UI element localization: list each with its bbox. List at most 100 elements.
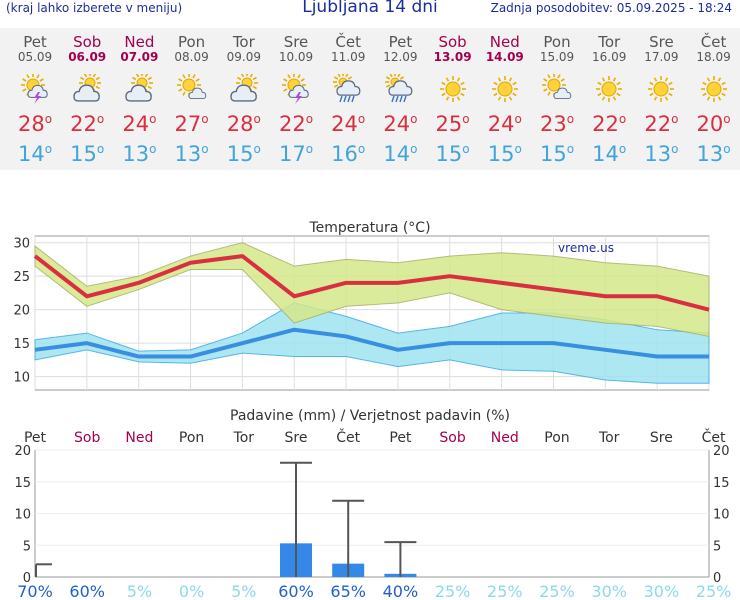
rain-cloud-icon [385, 72, 415, 104]
precip-day-label: Pon [544, 430, 569, 446]
precip-probability: 60% [69, 582, 105, 600]
location-hint: (kraj lahko izberete v meniju) [6, 1, 183, 15]
high-temp: 24o [122, 112, 157, 136]
day-name: Pet [388, 33, 413, 51]
precip-probability: 25% [487, 582, 523, 600]
precip-y-tick-left: 0 [23, 571, 31, 586]
temperature-chart: Temperatura (°C) 10 15 20 25 30 vreme.us [13, 220, 710, 391]
precip-probability: 25% [435, 582, 471, 600]
day-column: Ned 07.09 [113, 34, 165, 64]
day-date: 08.09 [174, 50, 209, 64]
day-date: 15.09 [539, 50, 575, 64]
day-column: Sob 06.09 [61, 34, 113, 64]
day-date: 13.09 [433, 50, 472, 64]
low-temp: 13o [644, 142, 679, 166]
low-temp: 14o [17, 142, 53, 166]
day-date: 10.09 [278, 50, 314, 64]
temp-y-tick: 10 [13, 371, 30, 386]
low-temp: 14o [383, 142, 418, 166]
temp-y-tick: 30 [13, 237, 30, 252]
high-temp: 25o [435, 112, 470, 136]
partly-cloudy-icon [229, 72, 259, 104]
day-column: Čet 18.09 [688, 34, 740, 64]
page-title: Ljubljana 14 dni [302, 0, 438, 17]
top-bar: (kraj lahko izberete v meniju) Ljubljana… [0, 0, 740, 20]
precip-y-tick-left: 5 [23, 539, 31, 554]
precip-probability: 30% [644, 582, 680, 600]
precipitation-chart: Padavine (mm) / Verjetnost padavin (%) Pe… [14, 408, 732, 600]
precip-probability: 5% [231, 582, 256, 600]
low-temp: 15o [487, 142, 522, 166]
day-name: Pon [543, 33, 571, 51]
precip-y-tick-left: 15 [14, 476, 31, 491]
sun-icon [594, 74, 624, 104]
day-column: Pon 15.09 [531, 34, 583, 64]
day-name: Ned [489, 33, 520, 51]
precip-day-label: Sre [285, 430, 308, 446]
high-temp: 24o [331, 112, 366, 136]
precip-probability: 40% [383, 582, 419, 600]
precip-day-label: Tor [598, 430, 620, 446]
precip-probability: 0% [179, 582, 204, 600]
day-column: Tor 16.09 [583, 34, 635, 64]
day-name: Sob [73, 33, 102, 51]
precip-probability: 70% [17, 582, 53, 600]
day-column: Pet 12.09 [374, 34, 426, 64]
day-column: Čet 11.09 [322, 34, 374, 64]
day-date: 18.09 [696, 50, 731, 64]
low-temp: 15o [435, 142, 470, 166]
day-date: 14.09 [485, 50, 524, 64]
low-temp: 15o [70, 142, 105, 166]
day-name: Tor [232, 33, 255, 51]
precip-day-label: Ned [125, 430, 153, 446]
precip-day-label: Čet [336, 428, 360, 446]
sun-cloud-icon [542, 73, 572, 104]
sun-icon [646, 74, 676, 104]
day-name: Sob [438, 33, 467, 51]
temp-y-tick: 15 [13, 337, 30, 352]
precip-y-tick-right: 5 [713, 539, 721, 554]
precip-probability: 25% [696, 582, 732, 600]
day-name: Tor [598, 33, 621, 51]
low-temp: 13o [696, 142, 731, 166]
day-column: Sre 10.09 [270, 34, 322, 64]
precip-y-tick-left: 10 [14, 508, 31, 523]
high-temp: 24o [487, 112, 522, 136]
day-date: 17.09 [644, 50, 679, 64]
sun-cloud-icon [176, 73, 207, 104]
watermark: vreme.us [558, 241, 614, 255]
temp-y-tick: 20 [13, 304, 30, 319]
high-temp: 28o [226, 112, 261, 136]
precip-day-label: Pon [179, 430, 204, 446]
high-temp: 22o [278, 112, 314, 136]
precip-y-tick-right: 0 [713, 571, 721, 586]
low-temp: 13o [174, 142, 209, 166]
temp-y-tick: 25 [13, 270, 30, 285]
day-date: 16.09 [592, 50, 627, 64]
sun-icon [438, 74, 468, 104]
precip-day-label: Tor [233, 430, 255, 446]
low-temp-line [34, 327, 709, 359]
precip-y-tick-right: 15 [713, 476, 730, 491]
day-name: Sre [649, 33, 674, 51]
last-update: Zadnja posodobitev: 05.09.2025 - 18:24 [490, 1, 732, 15]
day-date: 09.09 [226, 50, 261, 64]
high-temp-line [33, 254, 710, 312]
day-name: Ned [124, 33, 155, 51]
day-column: Ned 14.09 [479, 34, 531, 64]
day-date: 05.09 [17, 50, 53, 64]
precip-day-label: Sre [650, 430, 673, 446]
thunder-partly-cloudy-icon [20, 73, 50, 104]
high-temp: 22o [644, 112, 679, 136]
precip-probability: 30% [591, 582, 627, 600]
high-temp: 27o [174, 112, 209, 136]
precip-day-label: Čet [702, 428, 726, 446]
precip-y-tick-right: 20 [713, 444, 730, 459]
sun-icon [699, 74, 729, 104]
precip-probability: 25% [539, 582, 575, 600]
precip-day-label: Pet [24, 430, 47, 446]
high-temp: 20o [696, 112, 731, 136]
day-name: Čet [700, 33, 727, 51]
high-temp-band [34, 242, 710, 338]
high-temp: 23o [539, 112, 575, 136]
